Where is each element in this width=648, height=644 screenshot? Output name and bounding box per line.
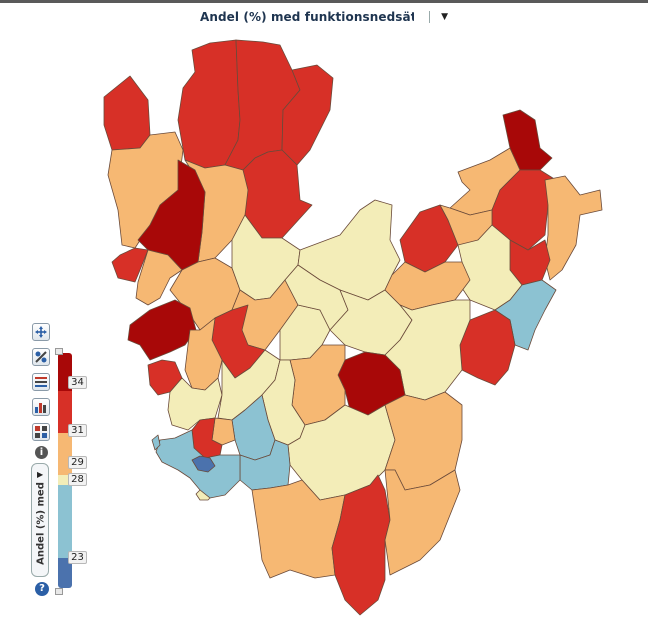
- help-icon[interactable]: ?: [35, 582, 49, 596]
- map-region[interactable]: [195, 489, 211, 501]
- map-region[interactable]: [177, 39, 241, 169]
- map-region[interactable]: [384, 299, 471, 401]
- variable-label: Andel (%) med: [35, 482, 47, 565]
- legend-class-blue: [58, 558, 72, 588]
- map-region[interactable]: [242, 149, 313, 239]
- map-region[interactable]: [239, 439, 291, 491]
- legend-class-cream: [58, 475, 72, 485]
- legend-bars-icon[interactable]: [32, 373, 50, 391]
- select-tool-icon[interactable]: [32, 348, 50, 366]
- legend-tick: 31: [68, 424, 87, 437]
- info-icon[interactable]: i: [35, 446, 48, 459]
- map-region[interactable]: [384, 261, 471, 311]
- color-legend: [58, 353, 72, 588]
- map-region[interactable]: [544, 175, 603, 281]
- map-title-bar[interactable]: Andel (%) med funktionsnedsätt ▼: [0, 6, 648, 26]
- map-region[interactable]: [167, 377, 223, 431]
- caret-down-icon[interactable]: ▼: [441, 11, 449, 22]
- pan-icon[interactable]: [32, 323, 50, 341]
- map-region[interactable]: [191, 455, 216, 473]
- legend-tick: 29: [68, 456, 87, 469]
- legend-class-light-blue: [58, 485, 72, 558]
- map-region[interactable]: [384, 469, 461, 576]
- legend-top-handle[interactable]: [55, 348, 63, 355]
- map-region[interactable]: [151, 434, 161, 451]
- top-border: [0, 0, 648, 3]
- legend-tick: 23: [68, 551, 87, 564]
- variable-selector[interactable]: ▶ Andel (%) med: [31, 463, 49, 577]
- legend-tick: 34: [68, 376, 87, 389]
- legend-tick: 28: [68, 473, 87, 486]
- legend-bottom-handle[interactable]: [55, 588, 63, 595]
- map-region[interactable]: [502, 109, 553, 171]
- grid-icon[interactable]: [32, 423, 50, 441]
- map-region[interactable]: [111, 247, 149, 283]
- map-region[interactable]: [127, 299, 197, 361]
- map-region[interactable]: [331, 474, 391, 616]
- map-title: Andel (%) med funktionsnedsätt: [199, 9, 414, 24]
- title-separator: [429, 10, 431, 23]
- play-icon[interactable]: ▶: [37, 470, 44, 479]
- map-region[interactable]: [103, 75, 151, 151]
- map-region[interactable]: [135, 249, 183, 306]
- histogram-icon[interactable]: [32, 398, 50, 416]
- map-region[interactable]: [281, 64, 334, 166]
- map-region[interactable]: [211, 417, 236, 446]
- legend-class-red: [58, 391, 72, 433]
